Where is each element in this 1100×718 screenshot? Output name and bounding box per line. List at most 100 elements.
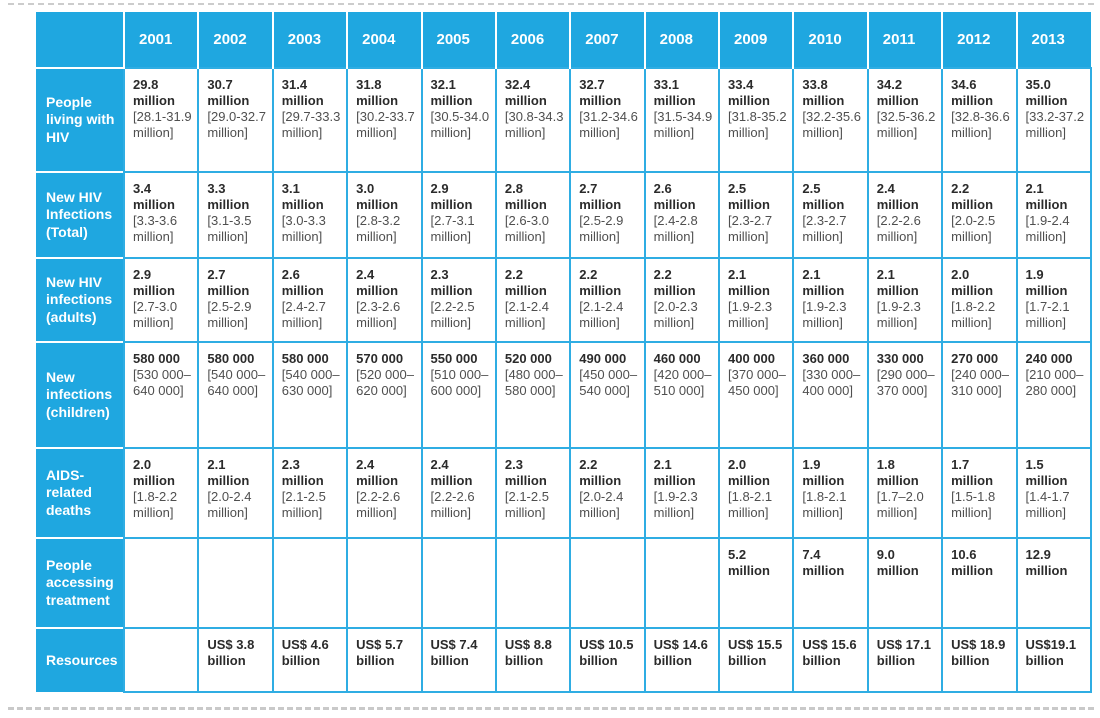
cell-value: 460 000 [653, 351, 701, 366]
data-cell: US$ 10.5 billion [569, 627, 646, 693]
cell-uncertainty-range: [31.5-34.9 million] [653, 108, 713, 140]
cell-uncertainty-range: [2.4-2.7 million] [281, 298, 326, 330]
cell-value: 2.7 million [207, 267, 250, 298]
cell-value: 2.3 million [281, 457, 324, 488]
cell-value: US$ 8.8 billion [504, 637, 552, 668]
data-cell: 1.7 million [1.5-1.8 million] [941, 447, 1018, 539]
data-cell: 5.2 million [717, 537, 795, 629]
row-label: Resources [36, 627, 124, 692]
data-cell: 2.1 million [1.9-2.3 million] [866, 257, 944, 343]
cell-uncertainty-range: [1.7–2.0 million] [876, 488, 924, 520]
cell-value: 3.1 million [281, 181, 324, 212]
cell-value: 2.0 million [951, 267, 994, 298]
data-cell [643, 537, 721, 629]
cell-value: US$ 17.1 billion [876, 637, 931, 668]
cell-value: 2.1 million [1025, 181, 1068, 212]
cell-value: 2.4 million [356, 457, 399, 488]
data-cell: 330 000 [290 000– 370 000] [866, 341, 944, 449]
cell-uncertainty-range: [29.7-33.3 million] [281, 108, 341, 140]
cell-value: 490 000 [579, 351, 627, 366]
table-row: People living with HIV 29.8 million [28.1-… [36, 67, 1092, 173]
table-row: AIDS-related deaths 2.0 million [1.8-2.2 m… [36, 447, 1092, 539]
cell-uncertainty-range: [1.8-2.2 million] [133, 488, 178, 520]
cell-uncertainty-range: [32.8-36.6 million] [951, 108, 1010, 140]
cell-uncertainty-range: [1.9-2.3 million] [728, 298, 773, 330]
data-cell: 32.7 million [31.2-34.6 million] [569, 67, 646, 173]
data-cell: US$ 4.6 billion [271, 627, 349, 693]
data-cell: 2.3 million [2.1-2.5 million] [494, 447, 572, 539]
data-cell: 360 000 [330 000– 400 000] [792, 341, 869, 449]
cell-uncertainty-range: [1.9-2.3 million] [876, 298, 921, 330]
data-cell: 2.1 million [1.9-2.3 million] [717, 257, 795, 343]
year-header-row: 2001 2002 2003 2004 2005 2006 2007 2008 2009 2010… [36, 12, 1091, 68]
cell-value: 3.0 million [356, 181, 399, 212]
data-cell: US$19.1 billion [1015, 627, 1092, 693]
cell-uncertainty-range: [2.3-2.7 million] [728, 212, 773, 244]
cell-uncertainty-range: [1.9-2.3 million] [653, 488, 698, 520]
cell-uncertainty-range: [2.0-2.4 million] [207, 488, 252, 520]
cell-uncertainty-range: [2.3-2.6 million] [356, 298, 401, 330]
cell-value: 580 000 [133, 351, 180, 366]
data-cell: 2.1 million [1.9-2.3 million] [643, 447, 721, 539]
cell-value: 32.7 million [579, 77, 622, 108]
data-cell: 2.4 million [2.3-2.6 million] [346, 257, 423, 343]
cell-uncertainty-range: [2.4-2.8 million] [653, 212, 698, 244]
data-cell: 2.2 million [2.1-2.4 million] [569, 257, 646, 343]
cell-value: 31.4 million [281, 77, 324, 108]
cell-value: 520 000 [504, 351, 552, 366]
cell-uncertainty-range: [540 000– 640 000] [207, 366, 266, 398]
cell-uncertainty-range: [1.9-2.4 million] [1025, 212, 1070, 244]
data-cell [122, 627, 200, 693]
cell-uncertainty-range: [30.5-34.0 million] [430, 108, 490, 140]
cell-value: US$ 7.4 billion [430, 637, 478, 668]
data-cell: 520 000 [480 000– 580 000] [494, 341, 572, 449]
data-cell: US$ 14.6 billion [643, 627, 721, 693]
cell-value: 580 000 [207, 351, 255, 366]
year-header-2001: 2001 [122, 12, 199, 68]
year-header-2002: 2002 [197, 12, 273, 68]
data-cell: US$ 8.8 billion [494, 627, 572, 693]
data-cell: 2.1 million [1.9-2.4 million] [1015, 171, 1092, 259]
cell-value: 2.2 million [504, 267, 547, 298]
cell-value: 32.1 million [430, 77, 473, 108]
page-top-divider [8, 3, 1094, 5]
corner-cell [36, 12, 124, 68]
cell-value: 550 000 [430, 351, 478, 366]
cell-value: 30.7 million [207, 77, 250, 108]
data-cell: 2.9 million [2.7-3.1 million] [420, 171, 497, 259]
data-cell [494, 537, 572, 629]
data-cell: US$ 3.8 billion [197, 627, 274, 693]
data-cell: US$ 18.9 billion [941, 627, 1018, 693]
data-cell: 3.3 million [3.1-3.5 million] [197, 171, 274, 259]
cell-uncertainty-range: [240 000– 310 000] [951, 366, 1009, 398]
cell-uncertainty-range: [330 000– 400 000] [802, 366, 861, 398]
data-cell: 3.0 million [2.8-3.2 million] [346, 171, 423, 259]
cell-value: 2.0 million [728, 457, 770, 488]
data-cell: 2.3 million [2.1-2.5 million] [271, 447, 349, 539]
cell-uncertainty-range: [28.1-31.9 million] [133, 108, 192, 140]
cell-uncertainty-range: [32.5-36.2 million] [876, 108, 936, 140]
cell-value: US$ 18.9 billion [951, 637, 1006, 668]
table-row: Resources US$ 3.8 billion US$ 4.6 billion U… [36, 627, 1092, 693]
data-cell: 2.4 million [2.2-2.6 million] [866, 171, 944, 259]
cell-value: 12.9 million [1025, 547, 1068, 578]
cell-uncertainty-range: [1.8-2.1 million] [728, 488, 773, 520]
cell-value: 31.8 million [356, 77, 399, 108]
cell-uncertainty-range: [3.1-3.5 million] [207, 212, 252, 244]
cell-value: 7.4 million [802, 547, 845, 578]
cell-uncertainty-range: [530 000– 640 000] [133, 366, 191, 398]
cell-uncertainty-range: [2.8-3.2 million] [356, 212, 401, 244]
cell-uncertainty-range: [1.8-2.2 million] [951, 298, 996, 330]
data-cell: 490 000 [450 000– 540 000] [569, 341, 646, 449]
cell-uncertainty-range: [2.5-2.9 million] [207, 298, 252, 330]
cell-uncertainty-range: [1.4-1.7 million] [1025, 488, 1070, 520]
cell-uncertainty-range: [2.2-2.5 million] [430, 298, 475, 330]
cell-value: 2.6 million [653, 181, 696, 212]
row-label: New infections (children) [36, 341, 124, 448]
cell-uncertainty-range: [3.3-3.6 million] [133, 212, 178, 244]
cell-uncertainty-range: [2.1-2.4 million] [579, 298, 624, 330]
data-cell: 2.4 million [2.2-2.6 million] [346, 447, 423, 539]
data-cell: 33.4 million [31.8-35.2 million] [717, 67, 795, 173]
cell-value: 2.3 million [504, 457, 547, 488]
table-row: New infections (children) 580 000 [530 000… [36, 341, 1092, 449]
